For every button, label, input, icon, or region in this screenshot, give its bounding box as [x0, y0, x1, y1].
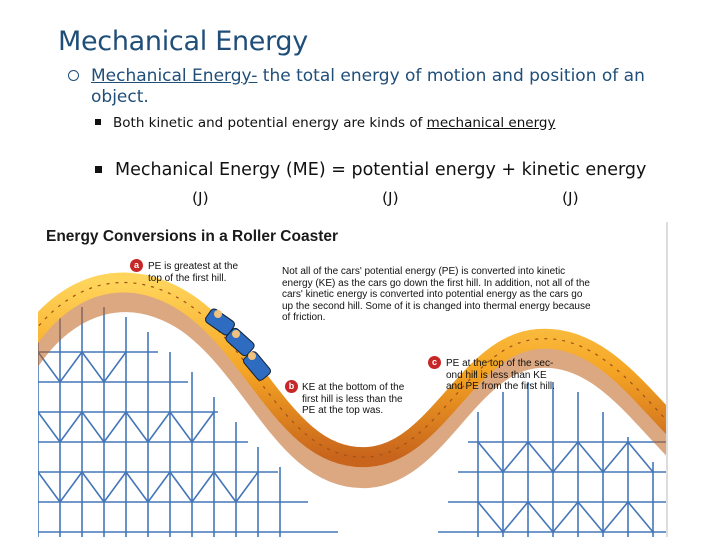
- callout-b-line3: PE at the top was.: [302, 405, 384, 416]
- definition-text: Mechanical Energy- the total energy of m…: [91, 66, 668, 108]
- callout-c-line3: and PE from the first hill.: [446, 381, 555, 392]
- roller-coaster-figure: [38, 222, 668, 537]
- kinds-text: Both kinetic and potential energy are ki…: [113, 115, 427, 131]
- bullet-equation: Mechanical Energy (ME) = potential energ…: [95, 160, 646, 180]
- equation-text: Mechanical Energy (ME) = potential energ…: [115, 160, 647, 180]
- callout-b-line1: KE at the bottom of the: [302, 382, 405, 393]
- callout-b-badge: b: [285, 380, 298, 393]
- bullet-definition: Mechanical Energy- the total energy of m…: [68, 66, 668, 108]
- slide-title: Mechanical Energy: [58, 26, 308, 57]
- coaster-track: [38, 272, 668, 468]
- callout-a-badge: a: [130, 259, 143, 272]
- square-bullet-icon: [95, 166, 102, 173]
- callout-c-line1: PE at the top of the sec-: [446, 358, 554, 369]
- unit-ke: (J): [562, 189, 579, 207]
- figure-title: Energy Conversions in a Roller Coaster: [46, 228, 339, 245]
- mechanical-energy-link[interactable]: mechanical energy: [426, 115, 556, 131]
- unit-me: (J): [192, 189, 209, 207]
- callout-b-line2: first hill is less than the: [302, 393, 403, 405]
- callout-c-badge: c: [428, 356, 441, 369]
- callout-c: PE at the top of the sec- ond hill is le…: [446, 358, 555, 393]
- coaster-cars: [205, 308, 271, 381]
- callout-a: PE is greatest at the top of the first h…: [148, 261, 238, 284]
- callout-c-line2: ond hill is less than KE: [446, 369, 547, 381]
- callout-b: KE at the bottom of the first hill is le…: [302, 382, 404, 417]
- hollow-circle-bullet-icon: [68, 70, 79, 81]
- figure-intro-text: Not all of the cars' potential energy (P…: [282, 266, 591, 323]
- definition-body: the total energy of motion and position …: [91, 66, 645, 107]
- callout-a-line1: PE is greatest at the: [148, 261, 239, 272]
- support-lattice: [38, 307, 668, 537]
- square-bullet-icon: [95, 119, 101, 125]
- callout-a-line2: top of the first hill.: [148, 272, 227, 284]
- definition-term: Mechanical Energy-: [91, 66, 258, 86]
- bullet-kinds: Both kinetic and potential energy are ki…: [95, 115, 555, 131]
- unit-pe: (J): [382, 189, 399, 207]
- coaster-track-back: [38, 290, 668, 489]
